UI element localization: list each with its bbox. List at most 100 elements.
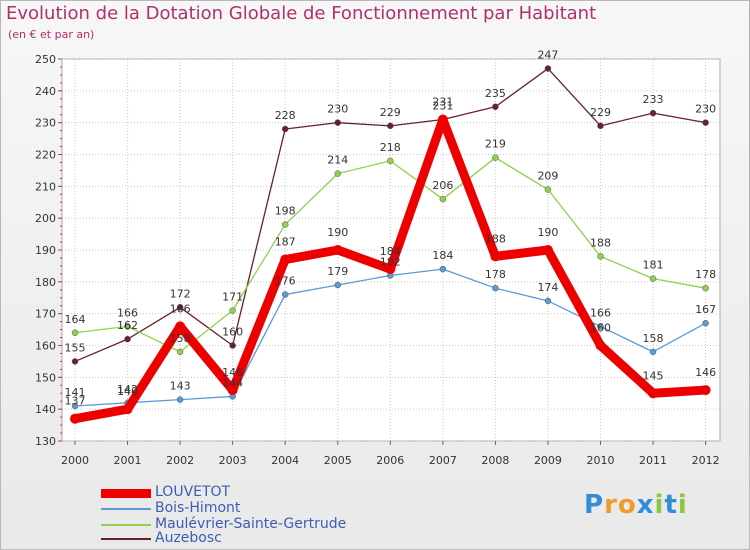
data-label: 167 [695,303,716,316]
data-point [176,304,184,311]
data-label: 229 [590,106,611,119]
legend-swatch [101,488,151,498]
data-point [492,284,499,292]
data-label: 171 [222,290,243,303]
legend-swatch [101,508,151,510]
data-label: 155 [65,341,86,354]
data-label: 144 [222,376,243,389]
data-point [492,103,499,110]
data-label: 160 [590,322,611,335]
legend-label: Auzebosc [155,530,222,546]
data-point [702,319,709,327]
data-label: 187 [275,236,296,249]
data-label: 145 [643,369,664,382]
data-point [439,265,447,273]
data-point [70,413,80,424]
data-point [332,245,343,255]
data-label: 160 [222,326,243,339]
legend-swatch [101,538,151,540]
data-point [280,254,291,265]
data-point [544,186,552,193]
chart-title: Evolution de la Dotation Globale de Fonc… [6,3,597,24]
data-point [387,122,394,130]
x-tick-label: 2007 [429,454,457,467]
data-point [124,335,131,343]
data-point [227,385,238,396]
data-point [649,348,657,356]
data-label: 184 [380,245,401,258]
data-point [334,119,341,126]
chart-subtitle: (en € et par an) [8,28,95,41]
data-label: 214 [327,154,348,167]
x-tick-label: 2010 [587,454,615,467]
data-label: 190 [327,226,348,239]
legend-label: LOUVETOT [155,484,231,500]
x-tick-label: 2006 [376,454,404,467]
y-tick-label: 160 [35,340,56,353]
data-label: 209 [537,170,558,183]
data-label: 182 [380,255,401,268]
data-point [124,323,131,330]
x-tick-label: 2003 [219,454,247,467]
data-label: 247 [537,49,558,62]
data-label: 218 [380,141,401,154]
data-label: 229 [380,106,401,119]
data-point [544,65,552,72]
data-point [71,329,79,337]
y-tick-label: 180 [35,276,56,289]
data-point [176,396,184,403]
y-tick-label: 210 [35,180,56,193]
data-label: 233 [643,93,664,106]
data-label: 219 [485,138,506,151]
data-label: 206 [432,179,453,192]
x-tick-label: 2011 [639,454,667,467]
data-point [334,281,341,289]
y-tick-label: 130 [35,435,56,448]
legend-label: Bois-Himont [155,500,241,516]
data-point [229,307,236,314]
data-label: 158 [170,332,191,345]
data-label: 166 [117,306,138,319]
legend-label: Maulévrier-Sainte-Gertrude [155,516,347,532]
data-label: 174 [537,281,558,294]
data-point [122,404,133,415]
data-label: 184 [432,249,453,262]
data-point [437,114,448,125]
data-label: 137 [65,395,86,408]
proxiti-logo: Proxiti [584,490,688,520]
data-point [597,253,604,260]
data-label: 230 [695,103,716,116]
y-tick-label: 230 [35,117,56,130]
data-point [597,122,604,130]
data-point [175,321,186,332]
data-point [649,275,657,282]
data-label: 164 [65,313,86,326]
data-point [176,348,184,356]
data-point [439,195,447,203]
data-point [385,264,396,275]
data-point [648,388,659,399]
y-tick-label: 220 [35,149,56,162]
data-label: 172 [170,287,191,300]
y-tick-label: 190 [35,244,56,257]
data-label: 198 [275,205,296,218]
data-label: 228 [275,109,296,122]
data-label: 146 [695,366,716,379]
data-point [281,291,289,298]
x-tick-label: 2000 [61,454,89,467]
data-point [71,402,79,410]
data-label: 181 [643,259,664,272]
data-point [595,340,606,351]
data-label: 162 [117,319,138,332]
data-label: 166 [170,302,191,315]
data-label: 143 [170,380,191,393]
legend-swatch [101,524,151,526]
data-label: 188 [485,232,506,245]
data-point [702,119,709,126]
data-point [281,125,289,133]
data-label: 146 [222,366,243,379]
data-label: 188 [590,236,611,249]
data-label: 179 [327,265,348,278]
x-tick-label: 2009 [534,454,562,467]
